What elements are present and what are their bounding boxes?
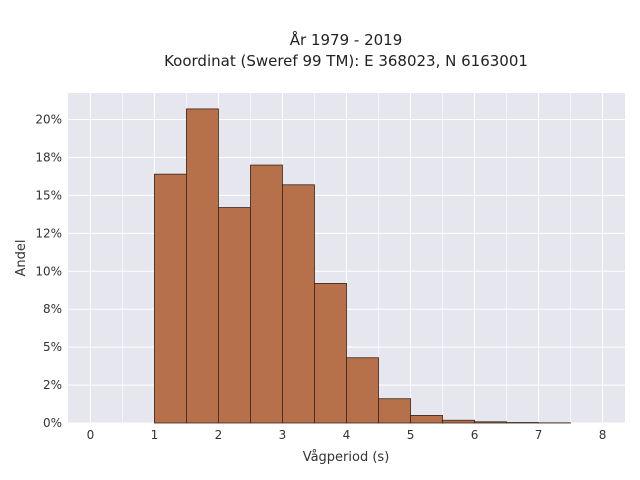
histogram-bar bbox=[378, 398, 411, 424]
x-axis-label: Vågperiod (s) bbox=[303, 450, 390, 465]
x-tick-label: 6 bbox=[471, 428, 479, 442]
x-tick-label: 0 bbox=[87, 428, 95, 442]
y-tick-label: 8% bbox=[43, 302, 62, 316]
y-tick-label: 20% bbox=[35, 113, 62, 127]
histogram-bar bbox=[154, 173, 187, 424]
x-tick-label: 2 bbox=[215, 428, 223, 442]
x-tick-labels: 0 1 2 3 4 5 6 7 8 bbox=[87, 428, 607, 442]
x-tick-label: 3 bbox=[279, 428, 287, 442]
x-tick-label: 1 bbox=[151, 428, 159, 442]
y-tick-label: 2% bbox=[43, 378, 62, 392]
histogram-bar bbox=[314, 283, 347, 424]
y-tick-labels: 0% 2% 5% 8% 10% 12% 15% 18% 20% bbox=[35, 113, 62, 430]
x-tick-label: 4 bbox=[343, 428, 351, 442]
y-tick-label: 12% bbox=[35, 226, 62, 240]
y-tick-label: 18% bbox=[35, 150, 62, 164]
y-tick-label: 15% bbox=[35, 188, 62, 202]
chart-title-line1: År 1979 - 2019 bbox=[290, 30, 403, 49]
histogram-bar bbox=[410, 415, 443, 424]
y-tick-label: 10% bbox=[35, 264, 62, 278]
x-tick-label: 8 bbox=[599, 428, 607, 442]
histogram-bars bbox=[154, 108, 571, 424]
histogram-bar bbox=[346, 357, 379, 424]
y-tick-label: 0% bbox=[43, 416, 62, 430]
y-tick-label: 5% bbox=[43, 340, 62, 354]
histogram-bar bbox=[186, 108, 219, 424]
histogram-bar bbox=[218, 207, 251, 424]
histogram-bar bbox=[442, 419, 475, 424]
histogram-bar bbox=[250, 164, 283, 424]
y-axis-label: Andel bbox=[14, 240, 29, 277]
histogram-bar bbox=[282, 184, 315, 424]
x-tick-label: 5 bbox=[407, 428, 415, 442]
histogram-bar bbox=[474, 421, 507, 424]
x-tick-label: 7 bbox=[535, 428, 543, 442]
chart-title-line2: Koordinat (Sweref 99 TM): E 368023, N 61… bbox=[164, 52, 528, 70]
